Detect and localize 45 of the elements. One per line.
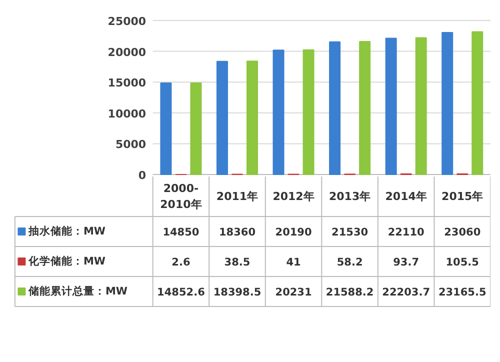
x-tick-label: 2014年 xyxy=(385,190,427,203)
data-label: 23060 xyxy=(444,226,481,238)
data-label: 14852.6 xyxy=(157,286,205,298)
y-tick-label: 5000 xyxy=(115,138,146,152)
bar xyxy=(442,32,454,175)
bar xyxy=(160,82,172,175)
data-label: 20190 xyxy=(275,226,312,238)
y-tick-label: 0 xyxy=(138,169,146,182)
bar xyxy=(329,41,341,175)
x-tick-label: 2012年 xyxy=(272,190,314,203)
legend-label: 抽水储能：MW xyxy=(27,224,106,238)
x-tick-label: 2000-2010年 xyxy=(160,182,202,211)
bar xyxy=(359,41,371,175)
bar xyxy=(246,60,258,175)
legend-label: 储能累计总量：MW xyxy=(27,284,128,298)
bar xyxy=(190,82,202,175)
data-label: 38.5 xyxy=(224,256,250,268)
bar xyxy=(272,50,284,175)
data-label: 20231 xyxy=(275,286,312,298)
data-label: 22203.7 xyxy=(382,286,430,298)
bar xyxy=(472,31,484,175)
bar xyxy=(302,49,314,175)
bar xyxy=(216,60,228,175)
data-label: 41 xyxy=(286,256,301,268)
bar xyxy=(415,37,427,175)
data-label: 23165.5 xyxy=(438,286,486,298)
data-label: 93.7 xyxy=(393,256,420,268)
y-tick-label: 10000 xyxy=(108,107,146,120)
data-label: 2.6 xyxy=(172,256,190,268)
y-tick-label: 20000 xyxy=(108,46,146,59)
data-label: 105.5 xyxy=(446,256,479,268)
y-tick-label: 15000 xyxy=(108,76,146,90)
data-label: 21530 xyxy=(332,226,368,238)
x-tick-label: 2011年 xyxy=(216,190,258,203)
legend-label: 化学储能：MW xyxy=(27,254,106,268)
data-label: 21588.2 xyxy=(326,286,374,298)
data-label: 58.2 xyxy=(336,256,363,268)
x-tick-label: 2015年 xyxy=(442,190,484,203)
data-label: 18360 xyxy=(218,226,256,238)
data-label: 22110 xyxy=(388,226,424,238)
data-label: 18398.5 xyxy=(213,286,262,298)
x-tick-label: 2013年 xyxy=(328,190,371,203)
y-tick-label: 25000 xyxy=(108,15,146,28)
bar xyxy=(385,38,397,175)
data-label: 14850 xyxy=(162,226,200,238)
